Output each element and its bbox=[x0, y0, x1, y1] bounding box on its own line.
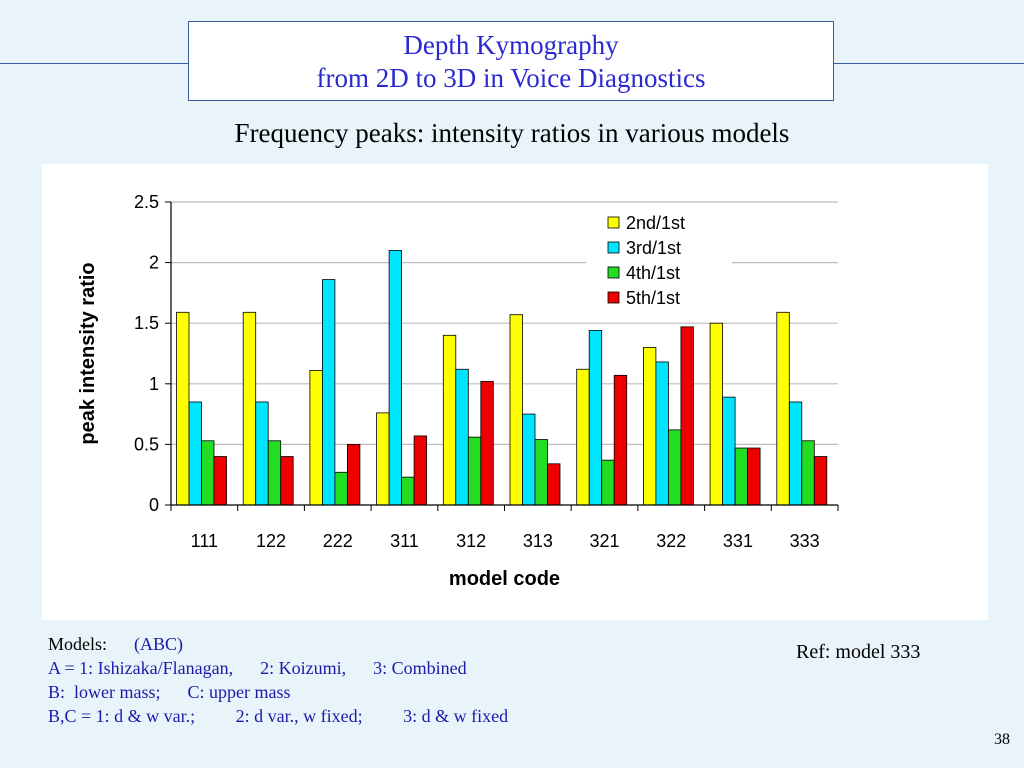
y-tick-label: 2.5 bbox=[134, 192, 159, 212]
x-tick-label: 333 bbox=[790, 531, 820, 551]
bar bbox=[388, 250, 403, 506]
reference-note: Ref: model 333 bbox=[796, 641, 921, 663]
bar bbox=[747, 447, 761, 506]
bar bbox=[776, 311, 790, 506]
bar bbox=[613, 374, 628, 506]
legend-label: 4th/1st bbox=[626, 263, 680, 283]
legend-swatch bbox=[607, 266, 620, 279]
bar bbox=[346, 443, 361, 506]
x-tick-label: 322 bbox=[656, 531, 686, 551]
legend-label: 3rd/1st bbox=[626, 238, 681, 258]
note-line-bc: B,C = 1: d & w var.; 2: d var., w fixed;… bbox=[48, 704, 508, 728]
x-tick-label: 312 bbox=[456, 531, 486, 551]
note-a-2: 2: Koizumi, bbox=[260, 658, 347, 678]
note-a-1: A = 1: Ishizaka/Flanagan, bbox=[48, 658, 234, 678]
x-tick-label: 122 bbox=[256, 531, 286, 551]
note-b-2: C: upper mass bbox=[187, 682, 291, 702]
slide-title-line1: Depth Kymography bbox=[403, 30, 619, 60]
bar-chart: 0 0.5 1 1.5 2 2.5 111 122 222 311 312 313 321 322 331 3… bbox=[77, 192, 839, 590]
legend-swatch bbox=[607, 241, 620, 254]
note-bc-1: B,C = 1: d & w var.; bbox=[48, 706, 196, 726]
bar bbox=[588, 330, 603, 506]
y-tick-label: 2 bbox=[149, 253, 159, 273]
x-tick-label: 331 bbox=[723, 531, 753, 551]
legend-swatch bbox=[607, 291, 620, 304]
bar bbox=[576, 368, 590, 506]
models-label: Models: bbox=[48, 634, 108, 654]
chart-panel: 0 0.5 1 1.5 2 2.5 111 122 222 311 312 313 321 322 331 3… bbox=[42, 164, 988, 620]
x-tick-label: 222 bbox=[323, 531, 353, 551]
note-line-a: A = 1: Ishizaka/Flanagan, 2: Koizumi, 3:… bbox=[48, 656, 508, 680]
y-tick-label: 1 bbox=[149, 374, 159, 394]
slide-title-box: Depth Kymography from 2D to 3D in Voice … bbox=[188, 21, 834, 101]
slide-title-line2: from 2D to 3D in Voice Diagnostics bbox=[316, 63, 706, 93]
bar bbox=[480, 380, 494, 506]
bar bbox=[321, 279, 336, 506]
bar bbox=[801, 440, 815, 506]
legend-swatch bbox=[607, 216, 620, 229]
bar bbox=[376, 412, 390, 506]
x-tick-label: 311 bbox=[390, 531, 419, 551]
note-line-b: B: lower mass; C: upper mass bbox=[48, 680, 508, 704]
bar bbox=[455, 368, 469, 506]
slide-subtitle: Frequency peaks: intensity ratios in var… bbox=[234, 118, 790, 148]
bar bbox=[722, 396, 736, 506]
bar bbox=[709, 322, 723, 506]
bar bbox=[267, 440, 282, 506]
x-tick-label: 313 bbox=[523, 531, 553, 551]
bar bbox=[680, 326, 694, 506]
note-bc-3: 3: d & w fixed bbox=[403, 706, 509, 726]
page-number: 38 bbox=[994, 731, 1010, 748]
models-row: Models: (ABC) bbox=[48, 632, 508, 656]
bar bbox=[509, 314, 523, 506]
header-rule-left bbox=[0, 63, 188, 64]
bar bbox=[522, 413, 536, 506]
note-bc-2: 2: d var., w fixed; bbox=[235, 706, 363, 726]
models-value: (ABC) bbox=[134, 634, 184, 654]
note-a-3: 3: Combined bbox=[373, 658, 467, 678]
legend-label: 5th/1st bbox=[626, 288, 680, 308]
y-tick-label: 1.5 bbox=[134, 313, 159, 333]
bar bbox=[309, 370, 323, 506]
bar bbox=[188, 401, 202, 506]
bar bbox=[668, 429, 682, 506]
bar bbox=[213, 456, 227, 506]
bar bbox=[655, 361, 669, 506]
bar bbox=[401, 476, 415, 506]
bar bbox=[788, 401, 803, 506]
bar bbox=[201, 440, 215, 506]
bar bbox=[547, 463, 561, 506]
header-rule-right bbox=[834, 63, 1024, 64]
bar bbox=[601, 459, 615, 506]
x-tick-label: 321 bbox=[590, 531, 620, 551]
x-tick-label: 111 bbox=[191, 531, 218, 551]
model-notes: Models: (ABC) A = 1: Ishizaka/Flanagan, … bbox=[48, 632, 508, 728]
bar bbox=[813, 456, 828, 506]
y-tick-label: 0.5 bbox=[134, 434, 159, 454]
bar bbox=[734, 447, 748, 506]
note-b-1: B: lower mass; bbox=[48, 682, 161, 702]
bar bbox=[176, 311, 190, 506]
bar bbox=[242, 311, 257, 506]
bar bbox=[643, 347, 657, 506]
y-axis-title: peak intensity ratio bbox=[77, 262, 99, 444]
bar bbox=[534, 439, 548, 506]
bar bbox=[334, 471, 348, 506]
bar bbox=[467, 436, 482, 506]
bar bbox=[255, 401, 269, 506]
bar bbox=[280, 456, 294, 506]
y-tick-label: 0 bbox=[149, 495, 159, 515]
bar bbox=[413, 435, 428, 506]
bar bbox=[442, 334, 457, 506]
legend-label: 2nd/1st bbox=[626, 213, 685, 233]
x-axis-title: model code bbox=[449, 568, 560, 590]
